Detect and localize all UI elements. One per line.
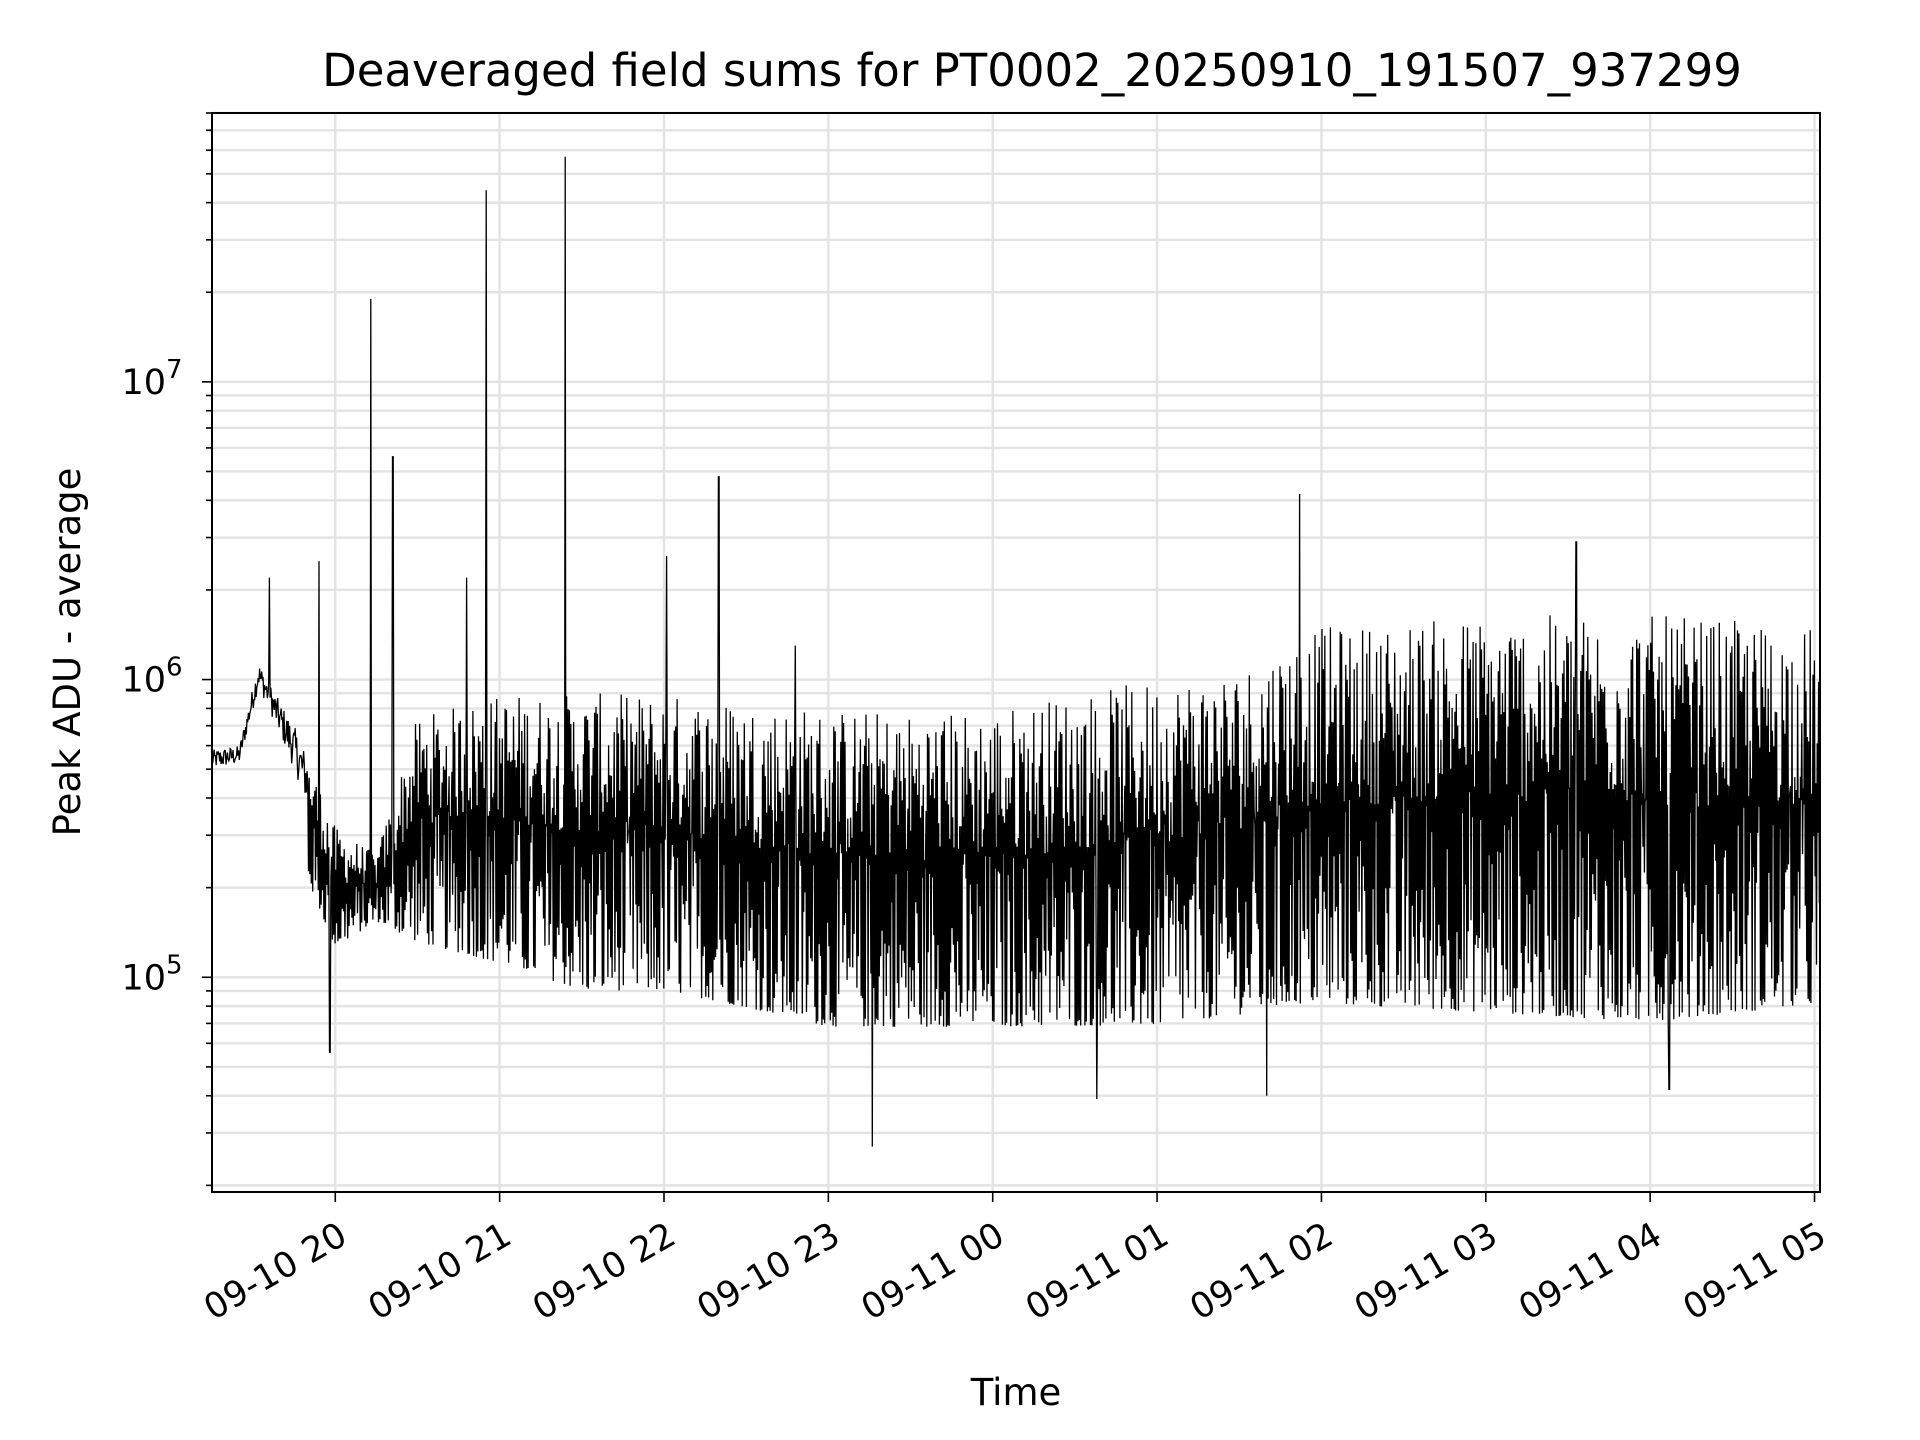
x-tick-label: 09-10 20 — [197, 1215, 353, 1328]
x-tick-label: 09-10 21 — [362, 1215, 518, 1328]
x-tick-label: 09-11 02 — [1184, 1215, 1340, 1328]
y-tick-label: 105 — [121, 950, 182, 998]
grid-lines — [212, 111, 1820, 1192]
chart-title: Deaveraged field sums for PT0002_2025091… — [322, 44, 1742, 97]
x-tick-label: 09-11 00 — [855, 1215, 1011, 1328]
x-axis-label: Time — [970, 1371, 1062, 1414]
series-line — [211, 156, 1821, 1147]
x-tick-label: 09-10 22 — [526, 1215, 682, 1328]
y-axis-label: Peak ADU - average — [46, 468, 89, 837]
y-tick-label: 107 — [121, 355, 182, 403]
x-tick-label: 09-11 04 — [1512, 1215, 1668, 1328]
x-tick-label: 09-10 23 — [691, 1215, 847, 1328]
x-axis: 09-10 20 09-10 21 09-10 22 09-10 23 09-11 00… — [197, 1192, 1833, 1328]
y-axis: 105 106 107 — [121, 112, 212, 1187]
plot-frame — [211, 112, 1821, 1193]
y-tick-label: 106 — [121, 653, 182, 701]
data-trace — [211, 156, 1821, 1147]
x-tick-label: 09-11 03 — [1348, 1215, 1504, 1328]
x-tick-label: 09-11 05 — [1677, 1215, 1833, 1328]
x-tick-label: 09-11 01 — [1019, 1215, 1175, 1328]
